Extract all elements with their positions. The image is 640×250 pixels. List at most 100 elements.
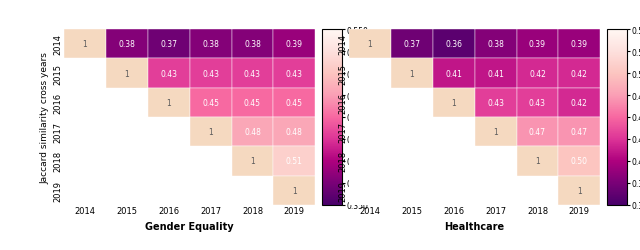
Text: 0.42: 0.42 — [529, 69, 546, 78]
Text: 0.43: 0.43 — [286, 69, 303, 78]
Bar — [148, 88, 189, 118]
Bar — [189, 30, 232, 59]
Bar — [232, 59, 273, 88]
Text: 0.37: 0.37 — [160, 40, 177, 49]
Text: 0.42: 0.42 — [571, 98, 588, 108]
Bar — [189, 176, 232, 205]
Bar — [232, 118, 273, 147]
Bar — [106, 59, 148, 88]
Text: 0.47: 0.47 — [529, 128, 546, 136]
Text: 1: 1 — [577, 186, 582, 195]
Bar — [391, 147, 433, 176]
Bar — [64, 30, 106, 59]
Bar — [475, 176, 516, 205]
Bar — [273, 147, 316, 176]
Text: 1: 1 — [166, 98, 171, 108]
Bar — [475, 59, 516, 88]
Bar — [273, 118, 316, 147]
Bar — [273, 30, 316, 59]
Bar — [106, 176, 148, 205]
Bar — [189, 59, 232, 88]
Bar — [475, 118, 516, 147]
Bar — [189, 147, 232, 176]
Bar — [559, 118, 600, 147]
Text: 0.37: 0.37 — [403, 40, 420, 49]
Text: 1: 1 — [493, 128, 498, 136]
Text: 0.43: 0.43 — [244, 69, 261, 78]
Bar — [433, 88, 475, 118]
Text: 0.38: 0.38 — [202, 40, 219, 49]
Bar — [516, 88, 559, 118]
Text: 1: 1 — [367, 40, 372, 49]
Bar — [391, 59, 433, 88]
Text: 0.48: 0.48 — [244, 128, 261, 136]
Text: 0.38: 0.38 — [118, 40, 135, 49]
Bar — [273, 88, 316, 118]
Bar — [189, 118, 232, 147]
Bar — [433, 118, 475, 147]
Bar — [148, 147, 189, 176]
Text: 0.39: 0.39 — [571, 40, 588, 49]
Text: 0.43: 0.43 — [160, 69, 177, 78]
Bar — [391, 88, 433, 118]
Text: 1: 1 — [535, 157, 540, 166]
Text: 1: 1 — [124, 69, 129, 78]
Text: 0.39: 0.39 — [286, 40, 303, 49]
X-axis label: Healthcare: Healthcare — [445, 221, 505, 231]
Bar — [559, 147, 600, 176]
Bar — [232, 176, 273, 205]
Bar — [559, 176, 600, 205]
Bar — [391, 118, 433, 147]
Text: 0.38: 0.38 — [487, 40, 504, 49]
Text: 0.45: 0.45 — [286, 98, 303, 108]
Bar — [475, 147, 516, 176]
Bar — [349, 147, 391, 176]
X-axis label: Gender Equality: Gender Equality — [145, 221, 234, 231]
Text: 0.36: 0.36 — [445, 40, 462, 49]
Y-axis label: Jaccard similarity cross years: Jaccard similarity cross years — [40, 52, 49, 183]
Bar — [349, 59, 391, 88]
Text: 0.43: 0.43 — [202, 69, 219, 78]
Text: 0.43: 0.43 — [529, 98, 546, 108]
Text: 0.50: 0.50 — [571, 157, 588, 166]
Text: 0.41: 0.41 — [445, 69, 462, 78]
Bar — [106, 88, 148, 118]
Bar — [559, 59, 600, 88]
Text: 0.45: 0.45 — [202, 98, 219, 108]
Text: 0.51: 0.51 — [286, 157, 303, 166]
Bar — [273, 59, 316, 88]
Text: 0.39: 0.39 — [529, 40, 546, 49]
Bar — [349, 30, 391, 59]
Bar — [475, 88, 516, 118]
Bar — [64, 147, 106, 176]
Bar — [106, 118, 148, 147]
Text: 0.41: 0.41 — [487, 69, 504, 78]
Text: 1: 1 — [250, 157, 255, 166]
Bar — [391, 176, 433, 205]
Bar — [349, 118, 391, 147]
Bar — [148, 176, 189, 205]
Bar — [349, 88, 391, 118]
Bar — [391, 30, 433, 59]
Text: 0.45: 0.45 — [244, 98, 261, 108]
Text: 1: 1 — [410, 69, 414, 78]
Bar — [64, 118, 106, 147]
Bar — [106, 30, 148, 59]
Bar — [232, 147, 273, 176]
Text: 0.47: 0.47 — [571, 128, 588, 136]
Bar — [232, 88, 273, 118]
Bar — [516, 118, 559, 147]
Bar — [433, 59, 475, 88]
Text: 0.48: 0.48 — [286, 128, 303, 136]
Bar — [559, 88, 600, 118]
Bar — [349, 176, 391, 205]
Bar — [433, 30, 475, 59]
Text: 0.42: 0.42 — [571, 69, 588, 78]
Bar — [106, 147, 148, 176]
Text: 1: 1 — [292, 186, 297, 195]
Bar — [433, 147, 475, 176]
Bar — [516, 30, 559, 59]
Bar — [559, 30, 600, 59]
Text: 1: 1 — [83, 40, 87, 49]
Bar — [433, 176, 475, 205]
